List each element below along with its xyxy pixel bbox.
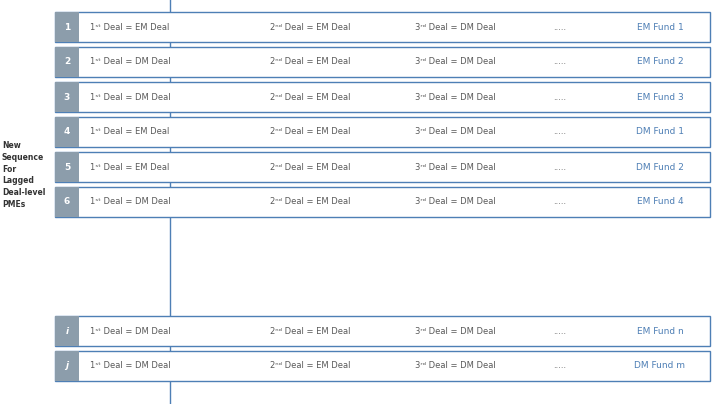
Text: .....: .....: [554, 128, 567, 137]
Text: DM Fund m: DM Fund m: [635, 362, 686, 370]
Text: 2ⁿᵈ Deal = EM Deal: 2ⁿᵈ Deal = EM Deal: [270, 162, 350, 172]
Text: 1ˢᵗ Deal = DM Deal: 1ˢᵗ Deal = DM Deal: [90, 93, 170, 101]
Bar: [55, 351, 710, 381]
Text: 3ʳᵈ Deal = DM Deal: 3ʳᵈ Deal = DM Deal: [414, 362, 495, 370]
Text: 1ˢᵗ Deal = DM Deal: 1ˢᵗ Deal = DM Deal: [90, 326, 170, 335]
Text: 3ʳᵈ Deal = DM Deal: 3ʳᵈ Deal = DM Deal: [414, 128, 495, 137]
Text: 1ˢᵗ Deal = EM Deal: 1ˢᵗ Deal = EM Deal: [90, 23, 169, 32]
Text: 2ⁿᵈ Deal = EM Deal: 2ⁿᵈ Deal = EM Deal: [270, 326, 350, 335]
Text: EM Fund 3: EM Fund 3: [637, 93, 684, 101]
Bar: [55, 316, 79, 346]
Text: .....: .....: [554, 162, 567, 172]
Bar: [55, 117, 710, 147]
Text: 3ʳᵈ Deal = DM Deal: 3ʳᵈ Deal = DM Deal: [414, 23, 495, 32]
Text: 2ⁿᵈ Deal = EM Deal: 2ⁿᵈ Deal = EM Deal: [270, 362, 350, 370]
Bar: [55, 187, 79, 217]
Bar: [55, 316, 710, 346]
Text: 3: 3: [64, 93, 70, 101]
Bar: [55, 82, 79, 112]
Text: 2ⁿᵈ Deal = EM Deal: 2ⁿᵈ Deal = EM Deal: [270, 23, 350, 32]
Text: EM Fund 1: EM Fund 1: [637, 23, 684, 32]
Bar: [55, 187, 710, 217]
Bar: [55, 47, 710, 77]
Text: .....: .....: [554, 326, 567, 335]
Text: DM Fund 1: DM Fund 1: [636, 128, 684, 137]
Text: 2ⁿᵈ Deal = EM Deal: 2ⁿᵈ Deal = EM Deal: [270, 128, 350, 137]
Text: .....: .....: [554, 57, 567, 67]
Bar: [55, 152, 710, 182]
Text: DM Fund 2: DM Fund 2: [636, 162, 684, 172]
Text: New
Sequence
For
Lagged
Deal-level
PMEs: New Sequence For Lagged Deal-level PMEs: [2, 141, 45, 209]
Text: j: j: [65, 362, 68, 370]
Text: EM Fund 4: EM Fund 4: [637, 198, 684, 206]
Text: 1ˢᵗ Deal = DM Deal: 1ˢᵗ Deal = DM Deal: [90, 362, 170, 370]
Text: 2ⁿᵈ Deal = EM Deal: 2ⁿᵈ Deal = EM Deal: [270, 93, 350, 101]
Bar: [55, 47, 79, 77]
Text: 1ˢᵗ Deal = DM Deal: 1ˢᵗ Deal = DM Deal: [90, 57, 170, 67]
Bar: [55, 82, 710, 112]
Text: .....: .....: [554, 362, 567, 370]
Text: 2: 2: [64, 57, 70, 67]
Text: 6: 6: [64, 198, 70, 206]
Text: 3ʳᵈ Deal = DM Deal: 3ʳᵈ Deal = DM Deal: [414, 326, 495, 335]
Text: .....: .....: [554, 23, 567, 32]
Bar: [55, 12, 79, 42]
Text: 1ˢᵗ Deal = EM Deal: 1ˢᵗ Deal = EM Deal: [90, 128, 169, 137]
Text: 3ʳᵈ Deal = DM Deal: 3ʳᵈ Deal = DM Deal: [414, 198, 495, 206]
Text: .....: .....: [554, 198, 567, 206]
Text: 3ʳᵈ Deal = DM Deal: 3ʳᵈ Deal = DM Deal: [414, 57, 495, 67]
Text: .....: .....: [554, 93, 567, 101]
Text: 4: 4: [64, 128, 70, 137]
Text: EM Fund 2: EM Fund 2: [637, 57, 684, 67]
Text: 1ˢᵗ Deal = DM Deal: 1ˢᵗ Deal = DM Deal: [90, 198, 170, 206]
Bar: [55, 117, 79, 147]
Text: EM Fund n: EM Fund n: [637, 326, 684, 335]
Text: 2ⁿᵈ Deal = EM Deal: 2ⁿᵈ Deal = EM Deal: [270, 57, 350, 67]
Text: 3ʳᵈ Deal = DM Deal: 3ʳᵈ Deal = DM Deal: [414, 162, 495, 172]
Text: 1ˢᵗ Deal = EM Deal: 1ˢᵗ Deal = EM Deal: [90, 162, 169, 172]
Text: 2ⁿᵈ Deal = EM Deal: 2ⁿᵈ Deal = EM Deal: [270, 198, 350, 206]
Text: 1: 1: [64, 23, 70, 32]
Text: 3ʳᵈ Deal = DM Deal: 3ʳᵈ Deal = DM Deal: [414, 93, 495, 101]
Text: 5: 5: [64, 162, 70, 172]
Bar: [55, 351, 79, 381]
Bar: [55, 152, 79, 182]
Bar: [55, 12, 710, 42]
Text: i: i: [65, 326, 68, 335]
